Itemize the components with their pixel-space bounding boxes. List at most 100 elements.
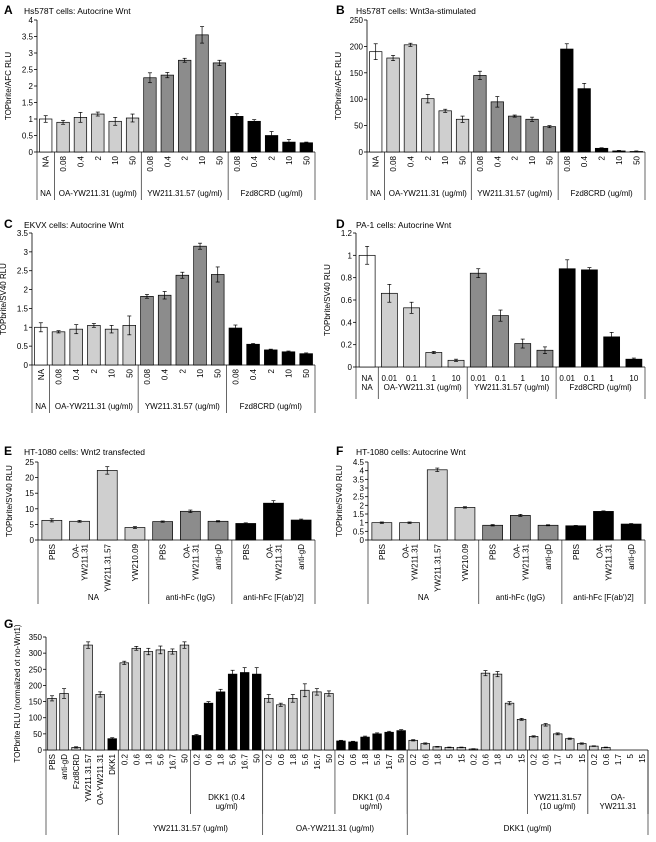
panel-g-bar [119,662,129,751]
panel-g-bar [408,739,418,751]
panel-f-group-label: anti-hFc (IgG) [496,593,546,602]
panel-f-bar [426,469,448,541]
panel-g-x-tick-label: Fzd8CRD [72,754,81,789]
panel-a-x-tick-label: 10 [111,155,120,164]
panel-g-subgroup-label: DKK1 (0.4 ug/ml) [208,793,245,811]
panel-c-x-tick-label: 50 [214,368,223,377]
panel-b-x-tick-label: 0.4 [493,155,502,167]
panel-b-group-label: OA-YW211.31 (ug/ml) [389,189,467,198]
panel-g-bar [155,649,166,751]
panel-g-x-tick-label: 5 [506,753,515,758]
panel-b-x-tick-label: 2 [511,155,520,160]
panel-e-x-tick-label-line: YW211.31 [191,543,200,580]
panel-a-x-tick-label: 0.4 [163,155,172,167]
panel-c-bar [281,351,296,366]
panel-g-subgroup-label-line: ug/ml) [215,802,238,811]
panel-b-bar [490,101,504,153]
panel-g-group-label: DKK1 (ug/ml) [504,824,552,833]
panel-e-bar [207,520,229,541]
panel-c-x-tick-label: 10 [196,368,205,377]
panel-c-x-tick-label: 2 [90,368,99,373]
panel-g-subgroup-label-line: DKK1 (0.4 [353,793,390,802]
panel-g-x-tick-label: 0.6 [421,753,430,765]
panel-d-x-tick-label: 0.01 [382,374,398,383]
panel-b-x-tick-label: 50 [545,155,554,164]
panel-c-x-tick-label: 0.08 [55,368,64,384]
panel-a-bar [39,118,53,153]
panel-e-bar [124,527,146,541]
panel-f-bar [593,511,614,541]
panel-d-y-tick-label: 0.6 [341,296,353,305]
panel-b-x-tick-label: 0.08 [476,155,485,171]
panel-g-y-tick-label: 300 [29,649,43,658]
panel-g-x-tick-label: YW211.31.57 [84,753,93,801]
panel-g-y-tick-label: 150 [29,698,43,707]
panel-e-group-label: anti-hFc (IgG) [166,593,216,602]
panel-c-bar [51,331,66,366]
panel-g-bar [565,738,575,751]
panel-f-y-tick-label: 1 [360,519,365,528]
panel-c-group-label: YW211.31.57 (ug/ml) [145,402,220,411]
panel-g-x-tick-label: 15 [518,753,527,762]
panel-b-y-tick-label: 200 [350,42,364,51]
panel-g-y-tick-label: 350 [29,633,43,642]
panel-b-x-tick-label: 2 [424,155,433,160]
panel-c-x-tick-label: 50 [125,368,134,377]
panel-g-bar [95,694,105,751]
panel-c-bar [246,343,260,366]
panel-f-x-tick-label-line: OA- [595,544,604,559]
panel-g-subgroup-label-line: YW211.31.57 [534,793,582,802]
panel-a-x-tick-label: 50 [215,155,224,164]
panel-b-x-tick-label: 0.4 [580,155,589,167]
panel-g-bar [239,672,250,751]
panel-g-x-tick-label: 50 [397,753,406,762]
panel-g-x-tick-label: 0.2 [337,753,346,765]
panel-g-bar [553,733,563,751]
panel-g-subgroup-label-line: DKK1 (0.4 [208,793,245,802]
panel-f-x-tick-label: PBS [489,544,498,560]
panel-a-title: Hs578T cells: Autocrine Wnt [24,6,131,16]
panel-g-x-tick-label: anti-gD [60,754,69,780]
panel-c-y-tick-label: 3 [24,248,29,257]
panel-c-y-tick-label: 2 [24,286,29,295]
panel-b-bar [542,126,557,153]
panel-f-x-tick-label: YW211.31.57 [433,543,442,591]
panel-f-x-tick-label: OA-YW211.31 [512,543,530,580]
panel-g-bar [528,736,539,751]
panel-d-x-tick-label: 10 [629,374,638,383]
panel-g-letter: G [4,617,13,631]
panel-b-x-tick-label: 2 [598,155,607,160]
panel-c-y-tick-label: 2.5 [17,267,29,276]
panel-d-y-tick-label: 0.2 [341,341,353,350]
panel-d-x-tick-label: 1 [609,374,614,383]
panel-b-x-tick-label: 0.4 [406,155,415,167]
panel-d-bar [358,254,376,368]
panel-a-x-tick-label: 2 [181,155,190,160]
panel-a-bar [178,59,192,153]
panel-d-bar [469,272,487,368]
panel-b-y-tick-label: 150 [350,69,364,78]
panel-g-x-tick-label: 1.7 [614,753,623,765]
panel-b-x-tick-label: 0.08 [389,155,398,171]
panel-c-bar [299,353,313,366]
panel-f-x-tick-label: PBS [572,544,581,560]
panel-f-bar [565,525,587,541]
panel-e-bar [41,519,63,541]
panel-f-x-tick-label: PBS [378,544,387,560]
panel-b-bar [473,75,487,153]
panel-e-x-tick-label-line: OA- [265,544,274,559]
panel-g-x-tick-label: 1.8 [494,753,503,765]
panel-b-y-tick-label: 100 [350,95,364,104]
panel-a-y-tick-label: 3.5 [22,33,34,42]
panel-g-x-tick-label: 0.2 [120,753,129,765]
panel-e-y-tick-label: 20 [25,474,34,483]
panel-e-x-tick-label: anti-gD [214,544,223,570]
panel-a-bar [247,120,261,153]
panel-g-x-tick-label: 50 [253,753,262,762]
panel-e-x-tick-label-line: YW211.31 [81,543,90,580]
panel-g-y-tick-label: 100 [29,714,43,723]
panel-d-x-tick-label: 0.1 [406,374,418,383]
panel-b-bar [369,51,383,153]
panel-a-x-tick-label: 0.4 [250,155,259,167]
panel-g-x-tick-label: 50 [180,753,189,762]
